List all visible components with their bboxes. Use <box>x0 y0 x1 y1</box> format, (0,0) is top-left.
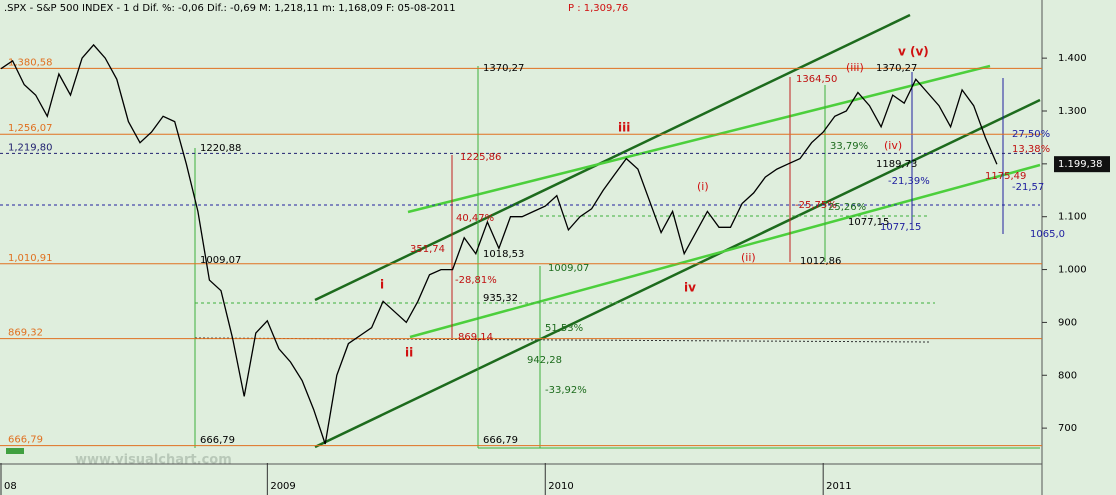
x-tick-label: 2009 <box>270 481 295 492</box>
x-tick-label: 2010 <box>548 481 573 492</box>
y-tick-label: 700 <box>1058 423 1077 434</box>
annotation: -25,75% <box>795 200 837 211</box>
dashed-level <box>194 337 931 343</box>
annotation: -21,57 <box>1012 182 1044 193</box>
channel-line <box>314 13 911 302</box>
level-label: 1,380,58 <box>8 57 53 68</box>
wave-label: iv <box>684 281 696 295</box>
watermark: www.visualchart.com <box>75 453 232 468</box>
wave-label: (ii) <box>741 251 756 264</box>
icon <box>6 448 24 454</box>
wave-label: ii <box>405 346 413 360</box>
annotation: 1189,73 <box>876 159 917 170</box>
annotation: 1225,86 <box>460 152 501 163</box>
annotation: 666,79 <box>483 435 518 446</box>
wave-label: (i) <box>697 180 709 193</box>
annotation: 351,74 <box>410 244 445 255</box>
annotation: 942,28 <box>527 355 562 366</box>
annotation: 1018,53 <box>483 249 524 260</box>
annotation: 869,14 <box>458 332 493 343</box>
annotation: -28,81% <box>455 275 497 286</box>
annotation: 1370,27 <box>483 63 524 74</box>
level-label: 869,32 <box>8 328 43 339</box>
price-line <box>0 43 998 445</box>
annotation: 40,47% <box>456 213 494 224</box>
annotation: 666,79 <box>200 435 235 446</box>
annotation: 1012,86 <box>800 256 841 267</box>
x-tick-label: 2011 <box>826 481 851 492</box>
annotation: 1009,07 <box>548 263 589 274</box>
annotation: 1175,49 <box>985 171 1026 182</box>
annotation: 27,50% <box>1012 129 1050 140</box>
annotation: 1370,27 <box>876 63 917 74</box>
level-label: 666,79 <box>8 435 43 446</box>
level-label: 1,256,07 <box>8 123 53 134</box>
last-price-box <box>1054 156 1110 173</box>
annotation: 1220,88 <box>200 143 241 154</box>
trend-line <box>409 163 1041 339</box>
annotation: 935,32 <box>483 293 518 304</box>
x-tick-label: 08 <box>4 481 17 492</box>
level-label: 1,010,91 <box>8 253 53 264</box>
annotation: 1077,15 <box>848 217 889 228</box>
chart-header: .SPX - S&P 500 INDEX - 1 d Dif. %: -0,06… <box>4 3 456 14</box>
annotation: 1364,50 <box>796 74 837 85</box>
header-price: P : 1,309,76 <box>568 3 628 14</box>
y-tick-label: 900 <box>1058 317 1077 328</box>
wave-label: iii <box>618 121 630 135</box>
annotation: 1009,07 <box>200 255 241 266</box>
trend-lines <box>0 13 1041 449</box>
annotation: 51,53% <box>545 323 583 334</box>
annotation: 1077,15 <box>880 222 921 233</box>
wave-label: v (v) <box>898 45 929 59</box>
annotation: -33,92% <box>545 385 587 396</box>
annotation: -21,39% <box>888 176 930 187</box>
y-tick-label: 1.300 <box>1058 106 1087 117</box>
annotation: 1065,0 <box>1030 229 1065 240</box>
annotation: 13,38% <box>1012 144 1050 155</box>
y-tick-label: 1.100 <box>1058 212 1087 223</box>
y-tick-label: 1.000 <box>1058 265 1087 276</box>
channel-line <box>314 98 1041 449</box>
trend-line <box>407 64 991 214</box>
annotation: 33,79% <box>830 141 868 152</box>
y-tick-label: 1.400 <box>1058 53 1087 64</box>
wave-label: i <box>380 278 384 292</box>
wave-label: (iii) <box>846 61 864 74</box>
last-price-label: 1.199,38 <box>1058 159 1103 170</box>
wave-label: (iv) <box>884 139 902 152</box>
level-label: 1,219,80 <box>8 142 53 153</box>
annotation: 25,26% <box>828 202 866 213</box>
y-tick-label: 800 <box>1058 370 1077 381</box>
